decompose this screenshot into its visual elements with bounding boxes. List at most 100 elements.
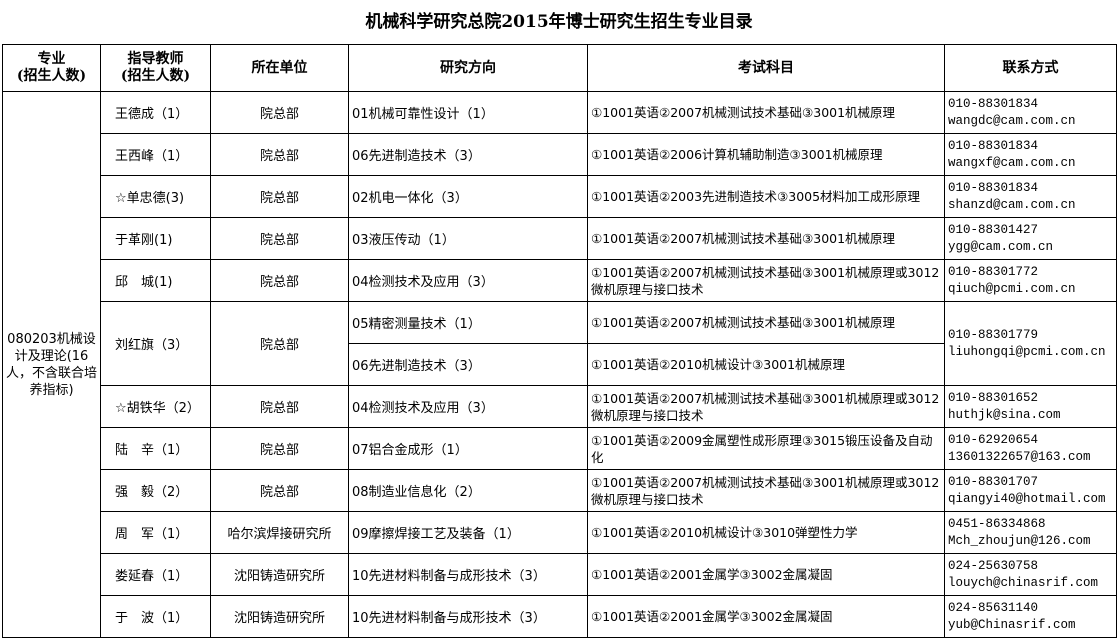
advisor-cell: 周 军（1） xyxy=(100,511,211,554)
unit-cell: 院总部 xyxy=(210,427,349,470)
contact-cell: 010-88301834 wangdc@cam.com.cn xyxy=(944,91,1117,134)
catalog-table: 专业 (招生人数) 指导教师 (招生人数) 所在单位 研究方向 考试科目 联系方… xyxy=(2,44,1117,638)
direction-cell: 08制造业信息化（2） xyxy=(348,469,588,512)
unit-cell: 院总部 xyxy=(210,301,349,386)
direction-cell: 07铝合金成形（1） xyxy=(348,427,588,470)
contact-email[interactable]: liuhongqi@pcmi.com.cn xyxy=(948,344,1106,359)
advisor-cell: 王西峰（1） xyxy=(100,133,211,176)
advisor-cell: ☆单忠德(3) xyxy=(100,175,211,218)
contact-phone: 010-88301707 xyxy=(948,474,1039,489)
table-row: 周 军（1） 哈尔滨焊接研究所 09摩擦焊接工艺及装备（1） ①1001英语②2010… xyxy=(3,511,1117,554)
table-row: 于革刚(1) 院总部 03液压传动（1） ①1001英语②2007机械测试技术基础③3… xyxy=(3,217,1117,260)
unit-cell: 院总部 xyxy=(210,175,349,218)
direction-cell: 03液压传动（1） xyxy=(348,217,588,260)
unit-cell: 沈阳铸造研究所 xyxy=(210,553,349,596)
table-row: 080203机械设计及理论(16人，不含联合培养指标) 王德成（1） 院总部 01机械… xyxy=(2,91,1117,638)
unit-cell: 沈阳铸造研究所 xyxy=(210,595,349,638)
table-row: 强 毅（2） 院总部 08制造业信息化（2） ①1001英语②2007机械测试技术基础… xyxy=(3,469,1117,512)
contact-phone: 010-88301779 xyxy=(948,327,1039,342)
contact-phone: 010-88301652 xyxy=(948,390,1039,405)
contact-phone: 010-88301834 xyxy=(948,96,1039,111)
direction-cell: 06先进制造技术（3） xyxy=(348,343,588,386)
direction-cell: 10先进材料制备与成形技术（3） xyxy=(348,553,588,596)
header-direction: 研究方向 xyxy=(348,44,588,92)
unit-cell: 院总部 xyxy=(210,469,349,512)
contact-cell: 010-88301652 huthjk@sina.com xyxy=(944,385,1117,428)
exam-cell: ①1001英语②2007机械测试技术基础③3001机械原理或3012微机原理与接… xyxy=(587,469,945,512)
contact-phone: 010-88301772 xyxy=(948,264,1039,279)
header-row: 专业 (招生人数) 指导教师 (招生人数) 所在单位 研究方向 考试科目 联系方… xyxy=(2,44,1117,92)
contact-cell: 010-88301772 qiuch@pcmi.com.cn xyxy=(944,259,1117,302)
contact-email[interactable]: yub@Chinasrif.com xyxy=(948,617,1076,632)
unit-cell: 院总部 xyxy=(210,217,349,260)
exam-cell: ①1001英语②2003先进制造技术③3005材料加工成形原理 xyxy=(587,175,945,218)
table-row: 王西峰（1） 院总部 06先进制造技术（3） ①1001英语②2006计算机辅助制造③… xyxy=(3,133,1117,176)
exam-cell: ①1001英语②2006计算机辅助制造③3001机械原理 xyxy=(587,133,945,176)
contact-phone: 024-25630758 xyxy=(948,558,1039,573)
exam-cell: ①1001英语②2010机械设计③3010弹塑性力学 xyxy=(587,511,945,554)
contact-phone: 010-88301834 xyxy=(948,180,1039,195)
contact-email[interactable]: qiangyi40@hotmail.com xyxy=(948,491,1106,506)
exam-cell: ①1001英语②2007机械测试技术基础③3001机械原理或3012微机原理与接… xyxy=(587,259,945,302)
table-row: 刘红旗（3） 院总部 05精密测量技术（1） ①1001英语②2007机械测试技术基础… xyxy=(3,301,1117,386)
table-row: 于 波（1） 沈阳铸造研究所 10先进材料制备与成形技术（3） ①1001英语②200… xyxy=(3,595,1117,638)
advisor-cell: 娄延春（1） xyxy=(100,553,211,596)
header-exam: 考试科目 xyxy=(587,44,945,92)
header-major: 专业 (招生人数) xyxy=(2,44,101,92)
unit-cell: 院总部 xyxy=(210,259,349,302)
unit-cell: 哈尔滨焊接研究所 xyxy=(210,511,349,554)
exam-cell: ①1001英语②2001金属学③3002金属凝固 xyxy=(587,553,945,596)
direction-cell: 02机电一体化（3） xyxy=(348,175,588,218)
contact-cell: 010-62920654 13601322657@163.com xyxy=(944,427,1117,470)
table-row: 06先进制造技术（3） ①1001英语②2010机械设计③3001机械原理 xyxy=(3,343,1117,386)
contact-cell: 010-88301427 ygg@cam.com.cn xyxy=(944,217,1117,260)
contact-phone: 010-88301834 xyxy=(948,138,1039,153)
contact-cell: 010-88301779 liuhongqi@pcmi.com.cn xyxy=(944,301,1117,386)
advisor-cell: ☆胡铁华（2） xyxy=(100,385,211,428)
exam-cell: ①1001英语②2007机械测试技术基础③3001机械原理 xyxy=(587,91,945,134)
exam-cell: ①1001英语②2010机械设计③3001机械原理 xyxy=(587,343,945,386)
major-cell: 080203机械设计及理论(16人，不含联合培养指标) xyxy=(2,91,101,638)
contact-cell: 010-88301707 qiangyi40@hotmail.com xyxy=(944,469,1117,512)
contact-email[interactable]: huthjk@sina.com xyxy=(948,407,1061,422)
contact-cell: 024-25630758 louych@chinasrif.com xyxy=(944,553,1117,596)
exam-cell: ①1001英语②2007机械测试技术基础③3001机械原理 xyxy=(587,301,945,344)
direction-cell: 10先进材料制备与成形技术（3） xyxy=(348,595,588,638)
contact-email[interactable]: wangdc@cam.com.cn xyxy=(948,113,1076,128)
direction-cell: 01机械可靠性设计（1） xyxy=(348,91,588,134)
contact-email[interactable]: shanzd@cam.com.cn xyxy=(948,197,1076,212)
direction-cell: 04检测技术及应用（3） xyxy=(348,385,588,428)
contact-phone: 010-62920654 xyxy=(948,432,1039,447)
advisor-cell: 于 波（1） xyxy=(100,595,211,638)
contact-cell: 010-88301834 shanzd@cam.com.cn xyxy=(944,175,1117,218)
table-row: 邱 城(1) 院总部 04检测技术及应用（3） ①1001英语②2007机械测试技术基… xyxy=(3,259,1117,302)
table-row: ☆胡铁华（2） 院总部 04检测技术及应用（3） ①1001英语②2007机械测试技术… xyxy=(3,385,1117,428)
contact-email[interactable]: Mch_zhoujun@126.com xyxy=(948,533,1091,548)
contact-email[interactable]: 13601322657@163.com xyxy=(948,449,1091,464)
contact-email[interactable]: louych@chinasrif.com xyxy=(948,575,1099,590)
header-advisor: 指导教师 (招生人数) xyxy=(100,44,211,92)
header-unit: 所在单位 xyxy=(210,44,349,92)
contact-cell: 024-85631140 yub@Chinasrif.com xyxy=(944,595,1117,638)
advisor-cell: 强 毅（2） xyxy=(100,469,211,512)
contact-email[interactable]: wangxf@cam.com.cn xyxy=(948,155,1076,170)
direction-cell: 04检测技术及应用（3） xyxy=(348,259,588,302)
advisor-cell: 王德成（1） xyxy=(100,91,211,134)
table-row: 娄延春（1） 沈阳铸造研究所 10先进材料制备与成形技术（3） ①1001英语②200… xyxy=(3,553,1117,596)
exam-cell: ①1001英语②2007机械测试技术基础③3001机械原理或3012微机原理与接… xyxy=(587,385,945,428)
advisor-cell: 刘红旗（3） xyxy=(100,301,211,386)
direction-cell: 05精密测量技术（1） xyxy=(348,301,588,344)
table-row: ☆单忠德(3) 院总部 02机电一体化（3） ①1001英语②2003先进制造技术③3… xyxy=(3,175,1117,218)
contact-phone: 024-85631140 xyxy=(948,600,1039,615)
page-title: 机械科学研究总院2015年博士研究生招生专业目录 xyxy=(365,12,753,32)
contact-cell: 0451-86334868 Mch_zhoujun@126.com xyxy=(944,511,1117,554)
exam-cell: ①1001英语②2001金属学③3002金属凝固 xyxy=(587,595,945,638)
unit-cell: 院总部 xyxy=(210,133,349,176)
contact-cell: 010-88301834 wangxf@cam.com.cn xyxy=(944,133,1117,176)
contact-email[interactable]: ygg@cam.com.cn xyxy=(948,239,1054,254)
direction-cell: 06先进制造技术（3） xyxy=(348,133,588,176)
contact-email[interactable]: qiuch@pcmi.com.cn xyxy=(948,281,1076,296)
exam-cell: ①1001英语②2009金属塑性成形原理③3015锻压设备及自动化 xyxy=(587,427,945,470)
advisor-cell: 邱 城(1) xyxy=(100,259,211,302)
unit-cell: 院总部 xyxy=(210,385,349,428)
